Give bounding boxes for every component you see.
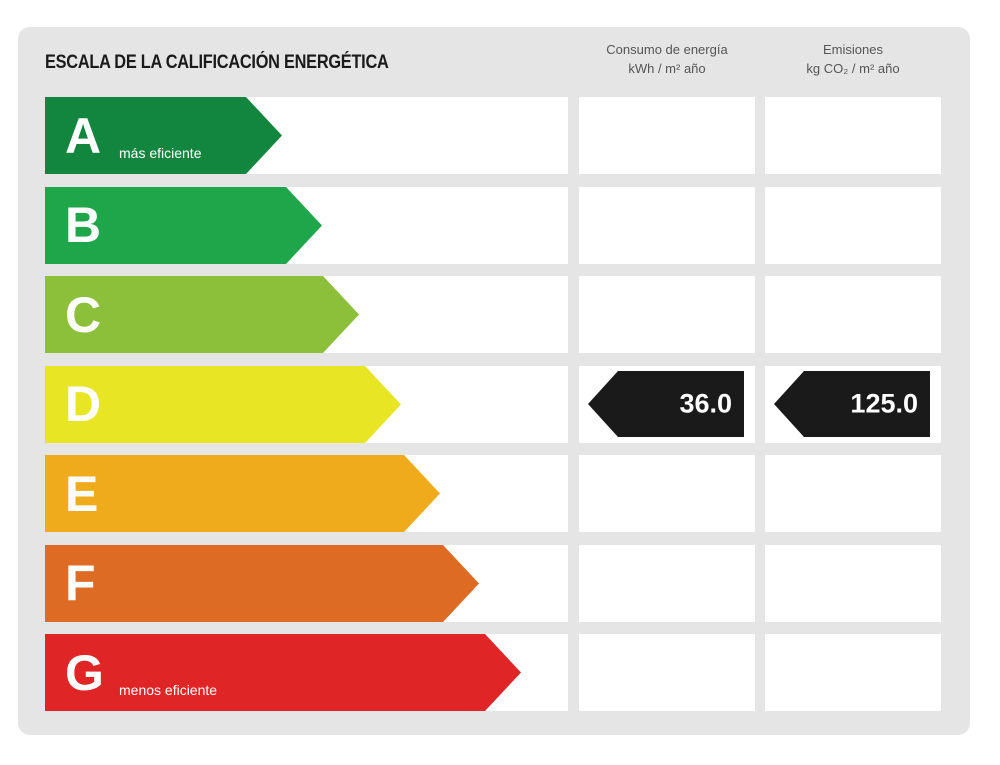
consumo-indicator: 36.0 <box>588 371 744 437</box>
column-header-emisiones-line1: Emisiones <box>823 42 883 57</box>
emisiones-cell-b <box>765 186 941 264</box>
rating-arrow-shape <box>45 276 359 353</box>
rating-sublabel: menos eficiente <box>119 682 218 698</box>
rating-arrow-fill <box>45 455 440 532</box>
rating-arrow-e: E <box>45 455 440 532</box>
column-header-emisiones: Emisiones kg CO₂ / m² año <box>765 40 941 78</box>
consumo-indicator-value: 36.0 <box>679 388 732 419</box>
consumo-indicator-shape <box>588 371 744 437</box>
rating-letter: C <box>65 286 102 343</box>
rating-arrow-shape <box>45 544 479 622</box>
emisiones-cell-e <box>765 455 941 532</box>
rating-arrow-shape <box>45 186 322 264</box>
consumo-cell-e <box>579 455 755 532</box>
rating-sublabel: más eficiente <box>119 145 202 161</box>
emisiones-cell-a <box>765 97 941 174</box>
rating-arrow-shape <box>45 455 440 532</box>
rating-letter: A <box>65 107 102 164</box>
rating-arrow-shape <box>45 97 282 174</box>
rating-arrow-b: B <box>45 186 322 264</box>
emisiones-indicator-fill <box>774 371 930 437</box>
consumo-cell-g <box>579 634 755 711</box>
rating-arrow-f: F <box>45 544 479 622</box>
rating-letter: E <box>65 465 99 522</box>
rating-arrow-fill <box>45 365 401 443</box>
emisiones-cell-c <box>765 276 941 353</box>
rating-arrow-d: D <box>45 365 401 443</box>
consumo-cell-b <box>579 186 755 264</box>
column-header-consumo-line1: Consumo de energía <box>606 42 728 57</box>
emisiones-cell-f <box>765 544 941 622</box>
consumo-cell-a <box>579 97 755 174</box>
rating-arrow-shape <box>45 634 521 711</box>
rating-letter: B <box>65 197 102 253</box>
rating-arrow-fill <box>45 186 322 264</box>
consumo-cell-f <box>579 544 755 622</box>
emisiones-indicator-value: 125.0 <box>850 388 918 419</box>
rating-arrow-c: C <box>45 276 359 353</box>
consumo-cell-c <box>579 276 755 353</box>
rating-arrow-fill <box>45 97 282 174</box>
consumo-indicator-fill <box>588 371 744 437</box>
rating-arrow-fill <box>45 544 479 622</box>
column-header-consumo: Consumo de energía kWh / m² año <box>579 40 755 78</box>
rating-letter: D <box>65 376 102 432</box>
column-header-consumo-line2: kWh / m² año <box>628 61 706 76</box>
rating-arrow-fill <box>45 276 359 353</box>
emisiones-indicator: 125.0 <box>774 371 930 437</box>
rating-letter: F <box>65 555 96 611</box>
column-header-emisiones-line2: kg CO₂ / m² año <box>806 61 900 76</box>
emisiones-cell-g <box>765 634 941 711</box>
rating-arrow-shape <box>45 365 401 443</box>
emisiones-indicator-shape <box>774 371 930 437</box>
rating-arrow-fill <box>45 634 521 711</box>
label-title: ESCALA DE LA CALIFICACIÓN ENERGÉTICA <box>45 52 389 73</box>
rating-letter: G <box>65 644 104 701</box>
